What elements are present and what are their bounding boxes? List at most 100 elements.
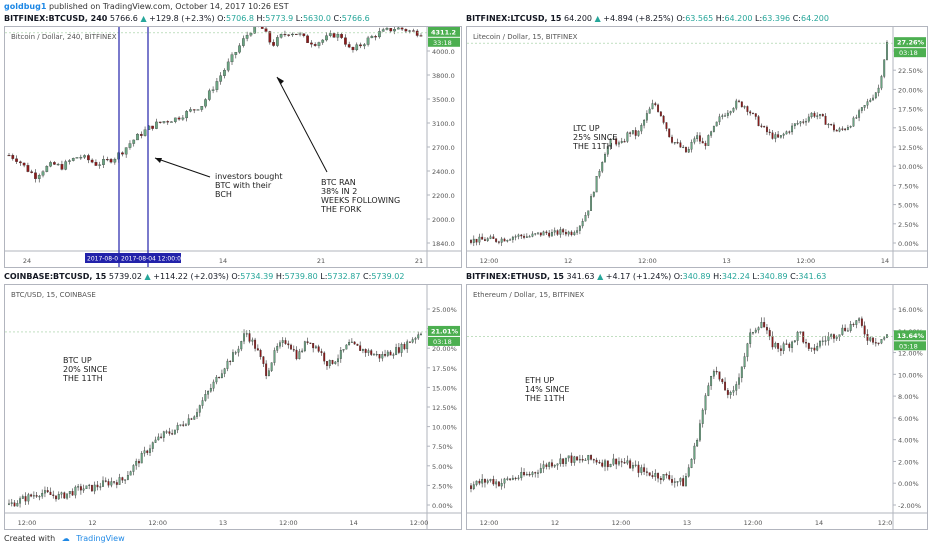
- candle-body: [212, 381, 215, 389]
- candle-body: [46, 490, 49, 493]
- chart-frame[interactable]: BTC/USD, 15, COINBASE25.00%22.50%20.00%1…: [4, 284, 462, 530]
- candle-body: [96, 484, 99, 488]
- chart-panel-btc-coinbase[interactable]: COINBASE:BTCUSD, 15 5739.02 ▲ +114.22 (+…: [4, 272, 462, 530]
- candle-body: [816, 115, 819, 117]
- candle-body: [595, 459, 598, 463]
- candle-body: [771, 335, 774, 348]
- candle-body: [581, 221, 584, 227]
- last-price-badge-text: 21.01%: [431, 327, 459, 335]
- candle-body: [506, 478, 509, 480]
- chart-panel-ltc[interactable]: BITFINEX:LTCUSD, 15 64.200 ▲ +4.894 (+8.…: [466, 14, 928, 268]
- candle-body: [486, 238, 489, 241]
- y-tick-label: 5.00%: [898, 202, 919, 210]
- candle-body: [528, 474, 531, 476]
- candle-body: [592, 191, 595, 197]
- candle-body: [24, 496, 27, 502]
- candle-body: [478, 480, 481, 484]
- up-arrow-icon: ▲: [144, 272, 151, 281]
- chart-svg[interactable]: Ethereum / Dollar, 15, BITFINEX16.00%14.…: [467, 285, 927, 529]
- candle-body: [830, 123, 833, 126]
- candle-body: [626, 132, 629, 142]
- up-arrow-icon: ▲: [140, 14, 147, 23]
- chart-legend: Litecoin / Dollar, 15, BITFINEX: [473, 33, 578, 41]
- candle-body: [168, 431, 171, 434]
- candle-body: [345, 344, 348, 350]
- candle-body: [788, 131, 791, 133]
- close-value: 341.63: [798, 272, 827, 281]
- candle-body: [514, 236, 517, 238]
- candle-body: [813, 112, 816, 117]
- candle-body: [201, 400, 204, 406]
- candle-body: [262, 356, 265, 364]
- candle-body: [676, 142, 679, 144]
- candle-body: [408, 30, 412, 32]
- candle-body: [414, 337, 417, 340]
- candle-body: [654, 103, 657, 106]
- candle-body: [562, 458, 565, 464]
- tradingview-link[interactable]: TradingView: [76, 534, 125, 543]
- candle-body: [19, 498, 22, 504]
- candle-body: [91, 484, 93, 492]
- y-tick-label: 25.00%: [432, 306, 457, 314]
- candle-body: [325, 35, 328, 41]
- candle-body: [819, 113, 821, 116]
- candle-body: [704, 142, 707, 146]
- candle-body: [472, 238, 475, 243]
- candle-body: [470, 485, 472, 490]
- candle-body: [671, 479, 673, 483]
- candle-body: [243, 333, 245, 342]
- candle-body: [328, 360, 331, 367]
- candle-body: [240, 341, 243, 350]
- candle-body: [833, 124, 835, 131]
- candle-body: [176, 424, 179, 431]
- price-change: +129.8 (+2.3%): [149, 14, 215, 23]
- chart-svg[interactable]: Litecoin / Dollar, 15, BITFINEX25.00%22.…: [467, 27, 927, 267]
- candle-body: [707, 135, 710, 146]
- candle-body: [204, 394, 207, 401]
- y-tick-label: 2400.0: [432, 168, 455, 176]
- candle-body: [251, 339, 254, 342]
- candle-body: [64, 161, 68, 170]
- candle-body: [531, 233, 534, 237]
- candle-body: [332, 33, 336, 38]
- author-link[interactable]: goldbug1: [4, 2, 47, 11]
- candle-body: [858, 110, 861, 118]
- candle-body: [779, 348, 782, 351]
- chart-frame[interactable]: Bitcoin / Dollar, 240, BITFINEX 4000.0 380…: [4, 26, 462, 268]
- candle-body: [612, 458, 615, 465]
- annotation-arrow: [154, 157, 211, 178]
- candle-body: [139, 133, 143, 136]
- candle-body: [355, 44, 359, 51]
- chart-frame[interactable]: Ethereum / Dollar, 15, BITFINEX16.00%14.…: [466, 284, 928, 530]
- candle-body: [102, 480, 104, 487]
- chart-panel-eth[interactable]: BITFINEX:ETHUSD, 15 341.63 ▲ +4.17 (+1.2…: [466, 272, 928, 530]
- candle-body: [754, 113, 757, 117]
- y-tick-label: 4000.0: [432, 48, 455, 56]
- candle-body: [682, 478, 685, 487]
- candle-body: [877, 87, 880, 93]
- chart-frame[interactable]: Litecoin / Dollar, 15, BITFINEX25.00%22.…: [466, 26, 928, 268]
- candle-body: [863, 325, 866, 335]
- y-tick-label: 17.50%: [898, 106, 923, 114]
- candle-body: [824, 115, 827, 125]
- candle-body: [162, 121, 166, 123]
- last-price-badge-text: 13.64%: [897, 332, 925, 340]
- candle-body: [592, 459, 595, 461]
- candle-body: [364, 349, 367, 353]
- chart-svg[interactable]: BTC/USD, 15, COINBASE25.00%22.50%20.00%1…: [5, 285, 461, 529]
- candle-body: [317, 346, 320, 352]
- candle-body: [651, 475, 654, 477]
- chart-legend: BTC/USD, 15, COINBASE: [11, 291, 96, 299]
- x-tick-label: 13: [722, 257, 730, 265]
- candle-body: [419, 35, 423, 37]
- candle-body: [113, 158, 117, 163]
- chart-panel-btc-bitfinex[interactable]: BITFINEX:BTCUSD, 240 5766.6 ▲ +129.8 (+2…: [4, 14, 462, 268]
- candle-body: [370, 36, 374, 39]
- chart-svg[interactable]: Bitcoin / Dollar, 240, BITFINEX 4000.0 380…: [5, 27, 461, 267]
- candle-body: [140, 453, 143, 464]
- candle-body: [420, 333, 422, 335]
- candle-body: [849, 323, 852, 331]
- last-price-badge: [428, 27, 460, 37]
- candle-body: [7, 154, 11, 157]
- candle-body: [718, 371, 721, 380]
